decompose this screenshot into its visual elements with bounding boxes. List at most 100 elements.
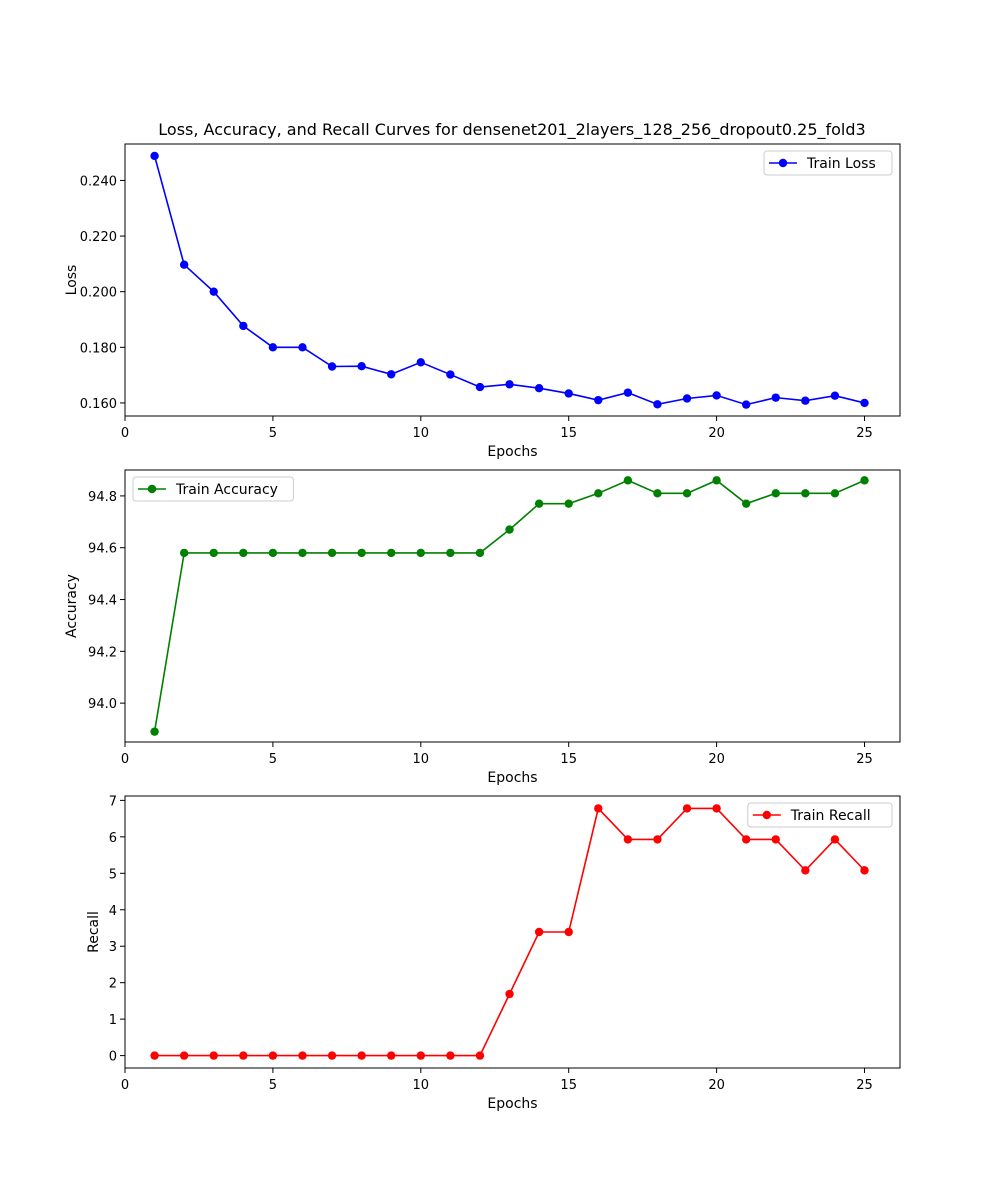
loss-legend-label: Train Loss — [806, 156, 876, 172]
recall-x-tick-label: 0 — [121, 1078, 129, 1093]
recall-data-point — [653, 835, 662, 844]
recall-data-point — [860, 866, 869, 875]
loss-x-tick-label: 15 — [560, 426, 577, 441]
loss-data-point — [623, 388, 633, 397]
recall-data-point — [475, 1051, 485, 1060]
recall-y-tick-label: 1 — [109, 1013, 117, 1028]
loss-legend: Train Loss — [763, 150, 893, 176]
loss-data-point — [801, 396, 810, 405]
recall-y-tick-label: 4 — [109, 904, 117, 919]
accuracy-legend: Train Accuracy — [132, 476, 294, 502]
loss-data-point — [357, 362, 366, 371]
loss-data-point — [268, 343, 278, 352]
loss-data-point — [741, 400, 751, 409]
accuracy-data-point — [741, 499, 751, 508]
loss-data-point — [771, 393, 780, 402]
accuracy-x-tick-label: 0 — [121, 752, 129, 767]
accuracy-data-point — [239, 548, 248, 558]
recall-data-point — [357, 1051, 366, 1060]
loss-x-tick-label: 0 — [121, 426, 129, 441]
accuracy-y-tick-label: 94.8 — [88, 490, 117, 505]
recall-y-tick-label: 2 — [109, 977, 117, 992]
recall-data-point — [150, 1051, 159, 1060]
recall-data-point — [268, 1051, 278, 1060]
recall-y-tick-label: 3 — [109, 940, 117, 955]
loss-data-point — [416, 358, 426, 367]
subplots: 0 5 10 15 20 250.1600.1800.2000.2200.240Epoch… — [64, 143, 901, 1112]
loss-y-tick-label: 0.160 — [80, 397, 117, 412]
recall-axes-frame — [124, 795, 901, 1069]
loss-y-tick-label: 0.240 — [80, 174, 117, 189]
accuracy-data-point — [327, 548, 337, 558]
loss-data-point — [209, 287, 218, 296]
recall-data-point — [830, 835, 840, 844]
accuracy-y-axis-label: Accuracy — [64, 574, 80, 638]
recall-data-point — [682, 804, 692, 813]
accuracy-data-point — [387, 548, 396, 558]
accuracy-data-point — [771, 489, 780, 498]
accuracy-x-tick-label: 15 — [560, 752, 577, 767]
accuracy-data-point — [416, 548, 426, 558]
recall-data-point — [564, 927, 573, 937]
accuracy-data-point — [505, 525, 514, 534]
loss-data-point — [682, 394, 692, 403]
recall-legend-marker — [762, 810, 771, 820]
recall-x-axis-label: Epochs — [487, 1096, 537, 1112]
loss-x-tick-label: 5 — [269, 426, 277, 441]
accuracy-axes-frame — [124, 469, 901, 743]
recall-x-tick-label: 25 — [856, 1078, 873, 1093]
accuracy-data-point — [801, 489, 810, 498]
accuracy-subplot: 0 5 10 15 20 25 94.0 94.2 94.4 94.6 94.8 Epochs Accu… — [64, 469, 901, 786]
accuracy-data-point — [179, 548, 189, 558]
recall-data-point — [387, 1051, 396, 1060]
recall-x-tick-label: 10 — [413, 1078, 430, 1093]
accuracy-x-tick-label: 10 — [413, 752, 430, 767]
loss-data-point — [475, 382, 485, 392]
accuracy-data-point — [534, 499, 544, 508]
loss-x-axis-label: Epochs — [487, 444, 537, 460]
accuracy-y-tick-label: 94.0 — [88, 697, 117, 712]
loss-x-tick-label: 25 — [856, 426, 873, 441]
recall-y-tick-label: 7 — [109, 794, 117, 809]
accuracy-data-point — [860, 476, 869, 485]
loss-x-tick-label: 10 — [413, 426, 430, 441]
recall-data-point — [623, 835, 633, 844]
accuracy-data-point — [682, 489, 692, 498]
loss-data-point — [564, 389, 573, 398]
recall-x-tick-label: 5 — [269, 1078, 277, 1093]
loss-data-point — [860, 398, 869, 408]
recall-data-point — [771, 835, 780, 844]
accuracy-legend-marker — [147, 484, 157, 494]
loss-legend-marker — [778, 158, 788, 168]
recall-data-point — [209, 1051, 218, 1060]
accuracy-legend-label: Train Accuracy — [175, 482, 278, 498]
recall-y-tick-label: 5 — [109, 867, 117, 882]
loss-data-point — [387, 370, 396, 379]
recall-data-point — [505, 989, 514, 999]
recall-y-axis-label: Recall — [86, 911, 102, 953]
loss-subplot: 0 5 10 15 20 25 0.160 0.180 0.200 0.220 0.240 Epoch… — [64, 143, 901, 460]
recall-data-point — [741, 835, 751, 844]
loss-data-point — [150, 151, 159, 161]
loss-x-tick-label: 20 — [708, 426, 725, 441]
recall-x-tick-label: 20 — [708, 1078, 725, 1093]
loss-y-axis-label: Loss — [64, 265, 80, 296]
recall-data-point — [416, 1051, 426, 1060]
accuracy-data-point — [830, 489, 840, 498]
loss-y-tick-label: 0.220 — [80, 230, 117, 245]
accuracy-data-point — [268, 548, 278, 558]
accuracy-data-point — [446, 548, 455, 558]
accuracy-x-axis-label: Epochs — [487, 770, 537, 786]
recall-legend-label: Train Recall — [790, 808, 871, 824]
accuracy-data-point — [623, 476, 633, 485]
recall-data-point — [712, 804, 721, 813]
loss-data-point — [830, 391, 840, 400]
loss-data-point — [239, 321, 248, 331]
accuracy-data-point — [564, 499, 573, 508]
recall-data-point — [239, 1051, 248, 1060]
accuracy-data-point — [357, 548, 366, 558]
loss-data-point — [446, 370, 455, 379]
loss-y-tick-label: 0.180 — [80, 341, 117, 356]
recall-y-tick-label: 0 — [109, 1050, 117, 1065]
